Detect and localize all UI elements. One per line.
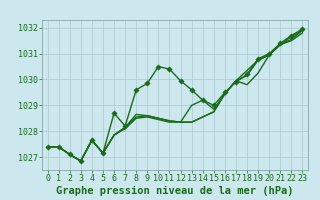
X-axis label: Graphe pression niveau de la mer (hPa): Graphe pression niveau de la mer (hPa) (56, 186, 294, 196)
